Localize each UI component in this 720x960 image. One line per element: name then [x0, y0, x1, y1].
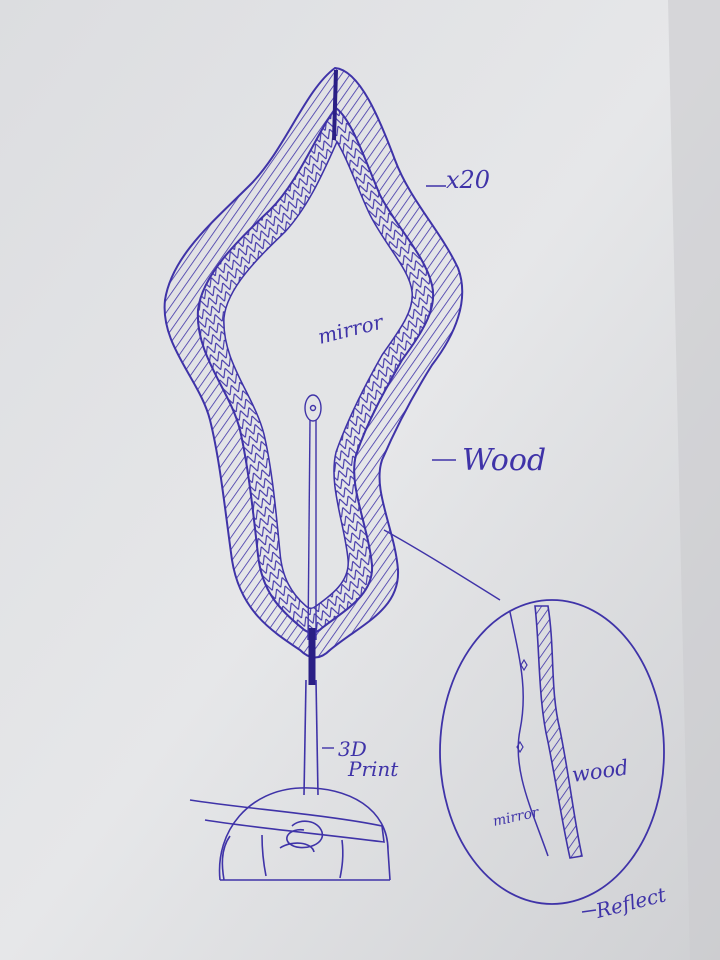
- detail-mirror-edge: [509, 611, 549, 857]
- mirror-surface: [223, 140, 413, 609]
- scale-label: x20: [446, 166, 490, 194]
- sparkle-icon: [516, 740, 524, 754]
- print-label-print: Print: [347, 757, 399, 781]
- wood-label: Wood: [462, 443, 546, 478]
- page-edge-shadow: [668, 0, 720, 960]
- stand: [303, 679, 319, 796]
- sparkle-icon: [520, 658, 528, 672]
- bulb-filament: [309, 404, 317, 412]
- printed-base: [189, 787, 391, 881]
- leader-lines: [322, 459, 597, 913]
- top-seam: [332, 69, 338, 141]
- inner-wire: [304, 394, 322, 641]
- bulb-icon: [304, 394, 322, 422]
- mirror-frame: [163, 66, 464, 685]
- detail-leader: [383, 529, 501, 601]
- reflect-leader: [581, 909, 597, 913]
- detail-wood-strip: [534, 605, 583, 859]
- print-label-3d: 3D: [338, 737, 367, 761]
- detail-circle: [439, 599, 665, 905]
